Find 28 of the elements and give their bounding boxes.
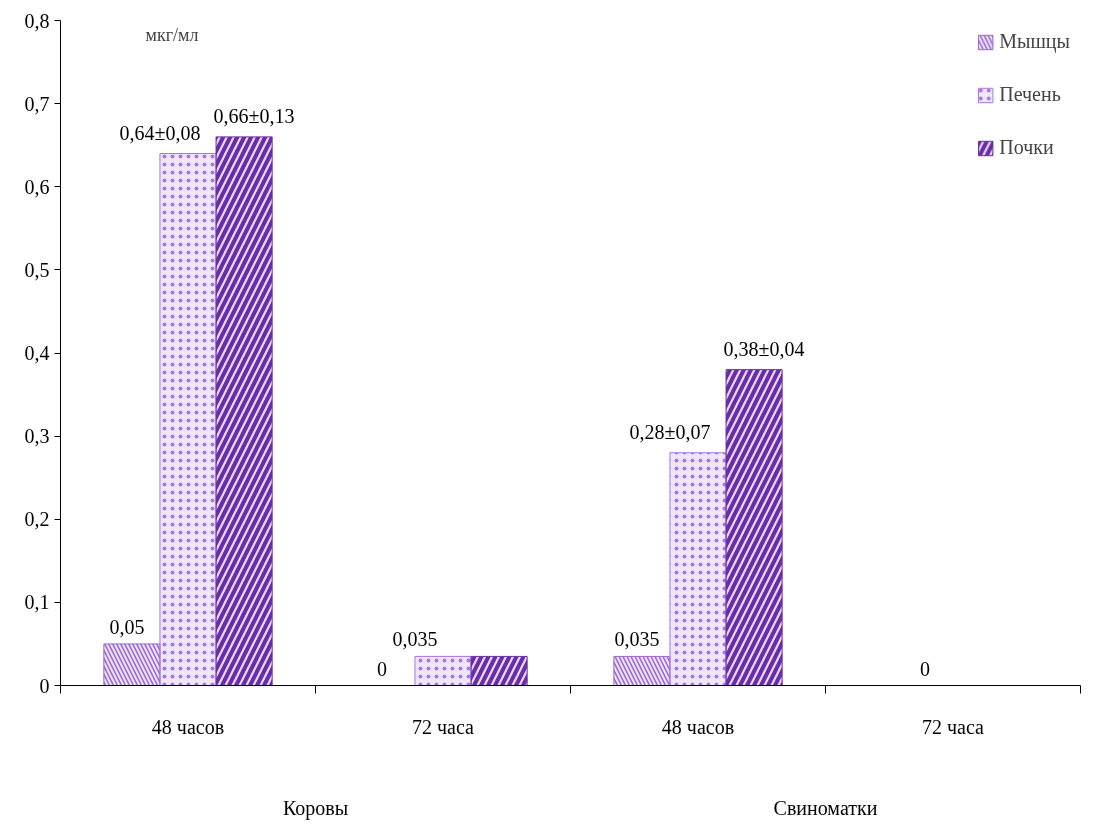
text: Коровы: [282, 796, 349, 820]
legend-label: Мышцы: [999, 30, 1070, 53]
y-tick-label: 0,7: [24, 92, 50, 115]
y-tick-label: 0,4: [24, 342, 50, 364]
data-label: 0,66±0,13: [213, 104, 295, 127]
y-axis-title: мкг/мл: [145, 24, 199, 45]
legend-label: Печень: [999, 83, 1061, 106]
x-tick-label: 48 часов: [151, 715, 225, 738]
text: Свиноматки: [773, 796, 878, 819]
data-label: 0: [376, 657, 387, 680]
y-tick-label: 0,8: [24, 9, 50, 32]
y-tick-label: 0,5: [24, 258, 50, 281]
x-tick-label: 72 часа: [922, 715, 985, 738]
x-tick-label: 48 часов: [661, 715, 735, 738]
y-tick-label: 0,3: [24, 425, 50, 448]
data-label: 0,05: [109, 615, 145, 638]
data-label: 0,035: [392, 628, 438, 651]
data-label: 0,035: [614, 628, 660, 651]
data-label: 0,64±0,08: [119, 121, 201, 144]
y-tick-label: 0,6: [24, 175, 50, 198]
y-tick-label: 0,2: [24, 508, 50, 531]
data-label: 0,28±0,07: [629, 420, 711, 443]
x-tick-label: 72 часа: [412, 715, 475, 738]
legend-label: Почки: [999, 136, 1054, 159]
y-tick-label: 0,1: [24, 591, 50, 614]
data-label: 0: [920, 657, 930, 680]
data-label: 0,38±0,04: [723, 337, 805, 360]
y-tick-label: 0: [39, 674, 50, 697]
